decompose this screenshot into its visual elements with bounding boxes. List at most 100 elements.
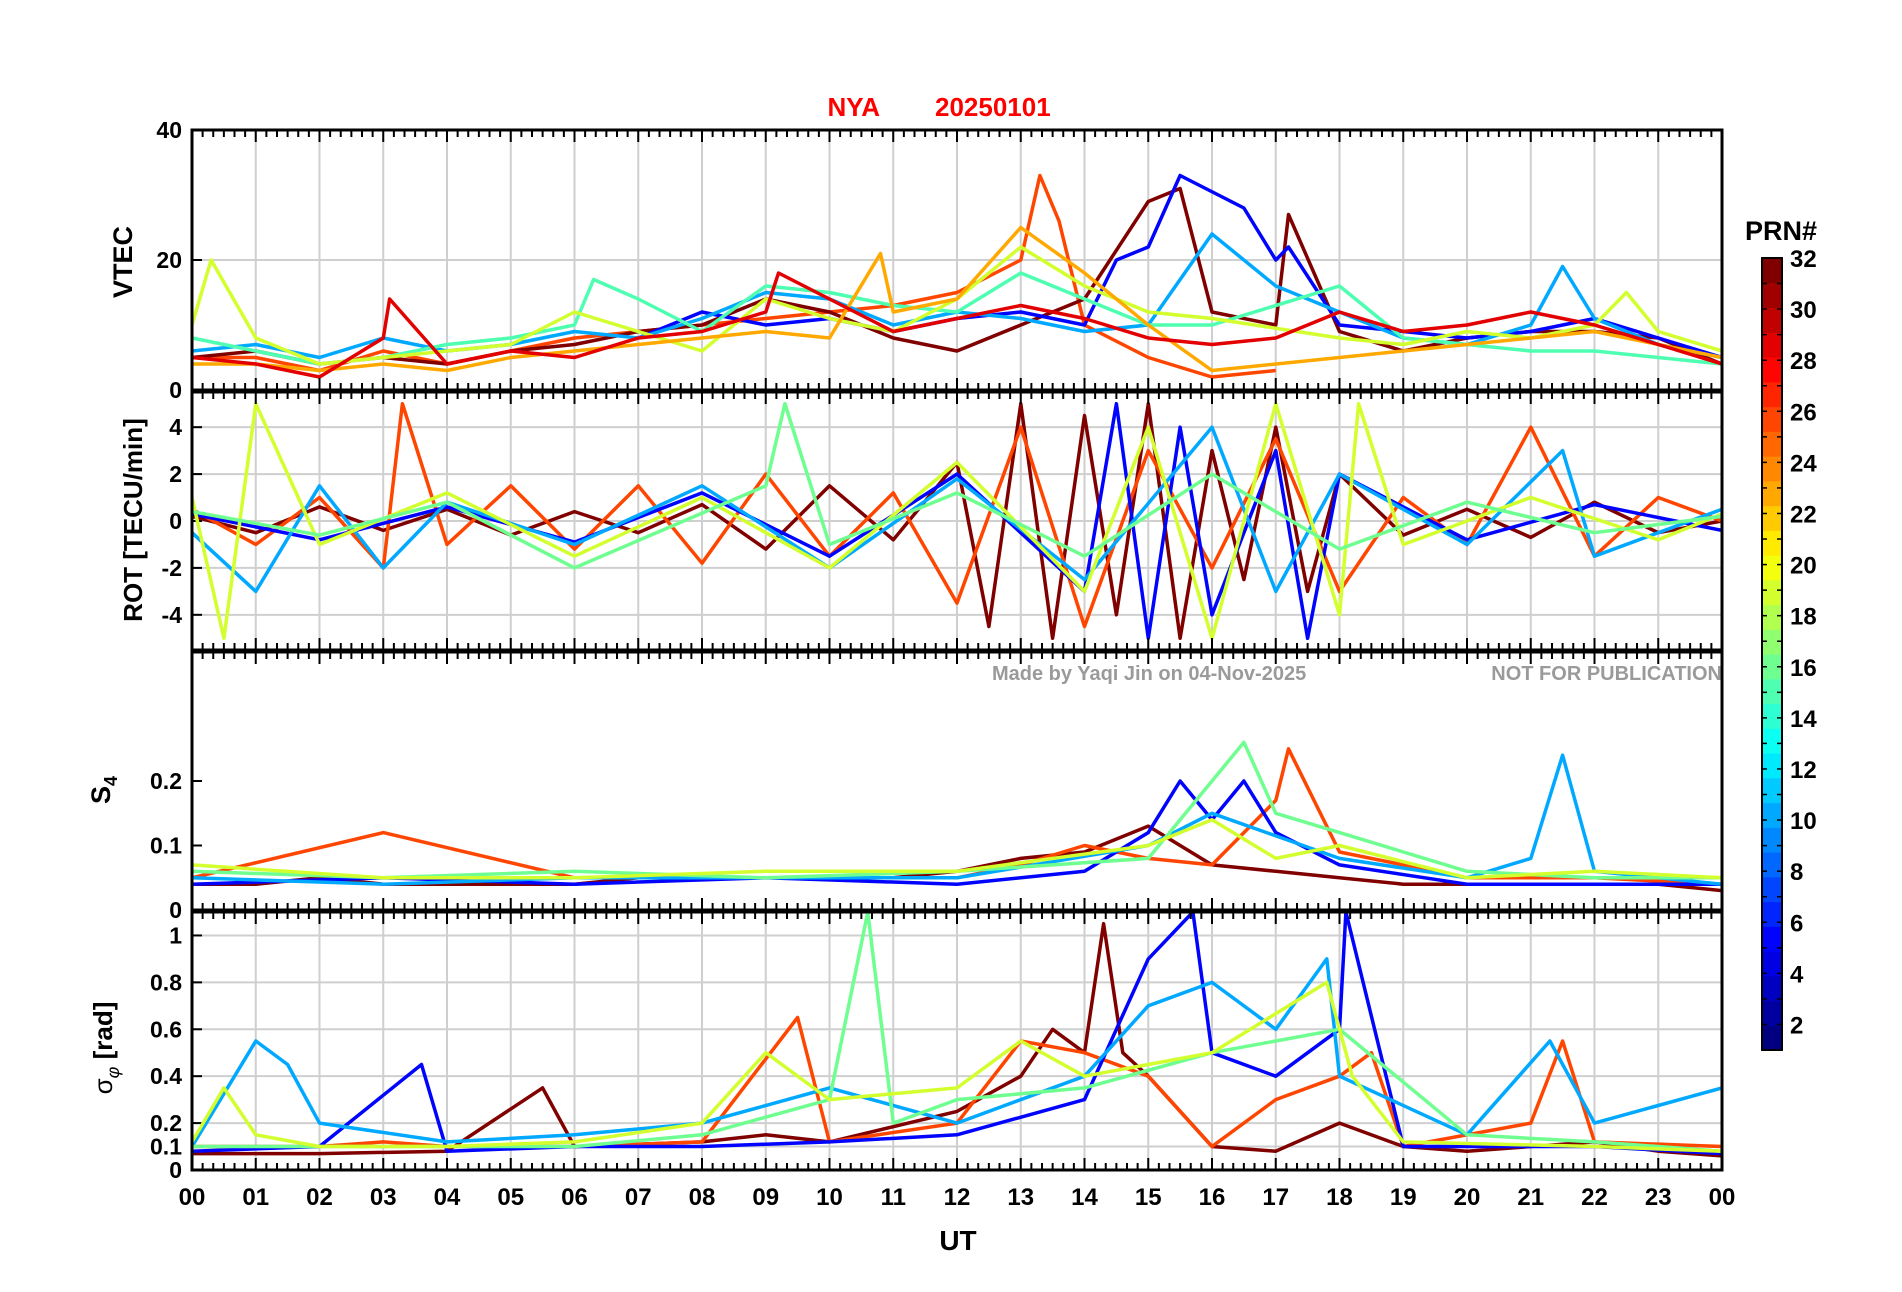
colorbar-segment — [1762, 975, 1782, 1002]
sigma-phi-panel: 00.10.2 0.4 0.6 0.8 1 — [150, 910, 1724, 1183]
series-line-prn-16 — [192, 401, 1722, 570]
x-tick-label: 22 — [1581, 1184, 1608, 1211]
series-line-prn-19 — [192, 401, 1722, 641]
colorbar-segment — [1762, 480, 1782, 507]
series-group — [192, 740, 1722, 893]
colorbar-segment — [1762, 703, 1782, 729]
chart-title-date: 20250101 — [935, 92, 1051, 122]
colorbar-segment — [1762, 555, 1782, 581]
series-line-prn-26 — [192, 173, 1276, 379]
vtec-panel: 0 20 40 — [156, 117, 1724, 403]
colorbar-segment — [1762, 728, 1782, 754]
watermark-notice: NOT FOR PUBLICATION — [1491, 663, 1722, 685]
x-tick-label: 11 — [881, 1184, 906, 1211]
y-tick-label: 0.1 — [150, 1134, 182, 1160]
y-tick-label: 4 — [169, 414, 182, 440]
colorbar-tick-label: 18 — [1790, 604, 1817, 631]
series-group — [192, 401, 1722, 641]
series-group — [192, 912, 1722, 1158]
y-tick-label: 0 — [169, 1157, 182, 1183]
colorbar-segment — [1762, 307, 1782, 333]
colorbar-segment — [1762, 678, 1782, 705]
x-axis-label: UT — [939, 1225, 976, 1256]
y-tick-label: 0 — [169, 508, 182, 534]
x-tick-label: 18 — [1326, 1184, 1353, 1211]
y-tick-label: 0.4 — [150, 1063, 182, 1089]
x-tick-label: 07 — [625, 1184, 652, 1211]
colorbar-tick-label: 10 — [1790, 808, 1817, 835]
y-tick-label: 0.2 — [150, 1110, 182, 1136]
colorbar-tick-label: 30 — [1790, 297, 1817, 324]
colorbar-tick-label: 22 — [1790, 501, 1817, 528]
x-tick-label: 21 — [1517, 1184, 1544, 1211]
colorbar-segment — [1762, 901, 1782, 927]
colorbar-tick-label: 20 — [1790, 553, 1817, 580]
x-tick-label: 01 — [242, 1184, 269, 1211]
series-line-prn-19 — [192, 817, 1722, 880]
axes-frame — [190, 390, 1724, 652]
colorbar-segment — [1762, 431, 1782, 457]
colorbar-segment — [1762, 827, 1782, 853]
y-tick-label: 0 — [169, 377, 182, 403]
axes-frame — [190, 910, 1724, 1172]
colorbar-segment — [1762, 1000, 1782, 1026]
y-tick-label: 40 — [156, 117, 182, 143]
series-line-prn-5 — [192, 779, 1722, 886]
x-tick-label: 00 — [179, 1184, 206, 1211]
x-tick-label: 17 — [1262, 1184, 1289, 1211]
x-tick-label: 16 — [1199, 1184, 1226, 1211]
colorbar-segment — [1762, 282, 1782, 309]
x-tick-label: 15 — [1135, 1184, 1162, 1211]
x-tick-label: 23 — [1645, 1184, 1672, 1211]
colorbar-segment — [1762, 876, 1782, 903]
colorbar-segment — [1762, 505, 1782, 531]
colorbar-segment — [1762, 629, 1782, 655]
sigma-phi-ylabel: σφ [rad] — [88, 1002, 123, 1095]
chart-title-station: NYA — [827, 92, 880, 122]
x-tick-label: 12 — [944, 1184, 971, 1211]
colorbar-frame — [1761, 257, 1783, 1051]
series-line-prn-29 — [192, 271, 1722, 379]
colorbar-tick-label: 16 — [1790, 655, 1817, 682]
x-tick-label: 14 — [1071, 1184, 1098, 1211]
x-tick-label: 08 — [689, 1184, 716, 1211]
y-tick-label: 0.2 — [150, 768, 182, 794]
colorbar-tick-label: 24 — [1790, 450, 1817, 477]
colorbar-title: PRN# — [1745, 216, 1817, 246]
colorbar-segment — [1762, 926, 1782, 952]
colorbar-tick-label: 26 — [1790, 399, 1817, 426]
colorbar-segment — [1762, 802, 1782, 828]
x-tick-label: 13 — [1007, 1184, 1034, 1211]
s4-panel: 0 0.1 0.2 — [150, 650, 1724, 923]
x-tick-label: 10 — [816, 1184, 843, 1211]
colorbar-segment — [1762, 530, 1782, 556]
rot-panel: 4 2 0 -2 -4 — [162, 390, 1724, 652]
colorbar-segment — [1762, 258, 1782, 284]
x-tick-label: 09 — [752, 1184, 779, 1211]
axes-frame — [190, 650, 1724, 912]
colorbar-segment — [1762, 332, 1782, 358]
colorbar-tick-label: 14 — [1790, 706, 1817, 733]
colorbar-segment — [1762, 579, 1782, 606]
axes-frame — [190, 128, 1724, 392]
x-tick-label: 04 — [434, 1184, 461, 1211]
vtec-ylabel: VTEC — [108, 226, 138, 298]
series-group — [192, 173, 1722, 379]
colorbar-segment — [1762, 381, 1782, 408]
y-tick-label: 1 — [169, 922, 182, 948]
colorbar-tick-label: 6 — [1790, 910, 1803, 937]
series-line-prn-19 — [192, 980, 1722, 1153]
y-tick-label: 0 — [169, 897, 182, 923]
series-line-prn-23 — [192, 225, 1722, 373]
y-tick-label: 2 — [169, 461, 182, 487]
svg-text:S4: S4 — [86, 776, 121, 804]
y-tick-label: 20 — [156, 247, 182, 273]
colorbar-segment — [1762, 951, 1782, 977]
colorbar-segment — [1762, 654, 1782, 680]
colorbar-segment — [1762, 777, 1782, 804]
y-tick-label: 0.1 — [150, 833, 182, 859]
colorbar-segment — [1762, 1025, 1782, 1051]
y-tick-label: -4 — [162, 602, 183, 628]
